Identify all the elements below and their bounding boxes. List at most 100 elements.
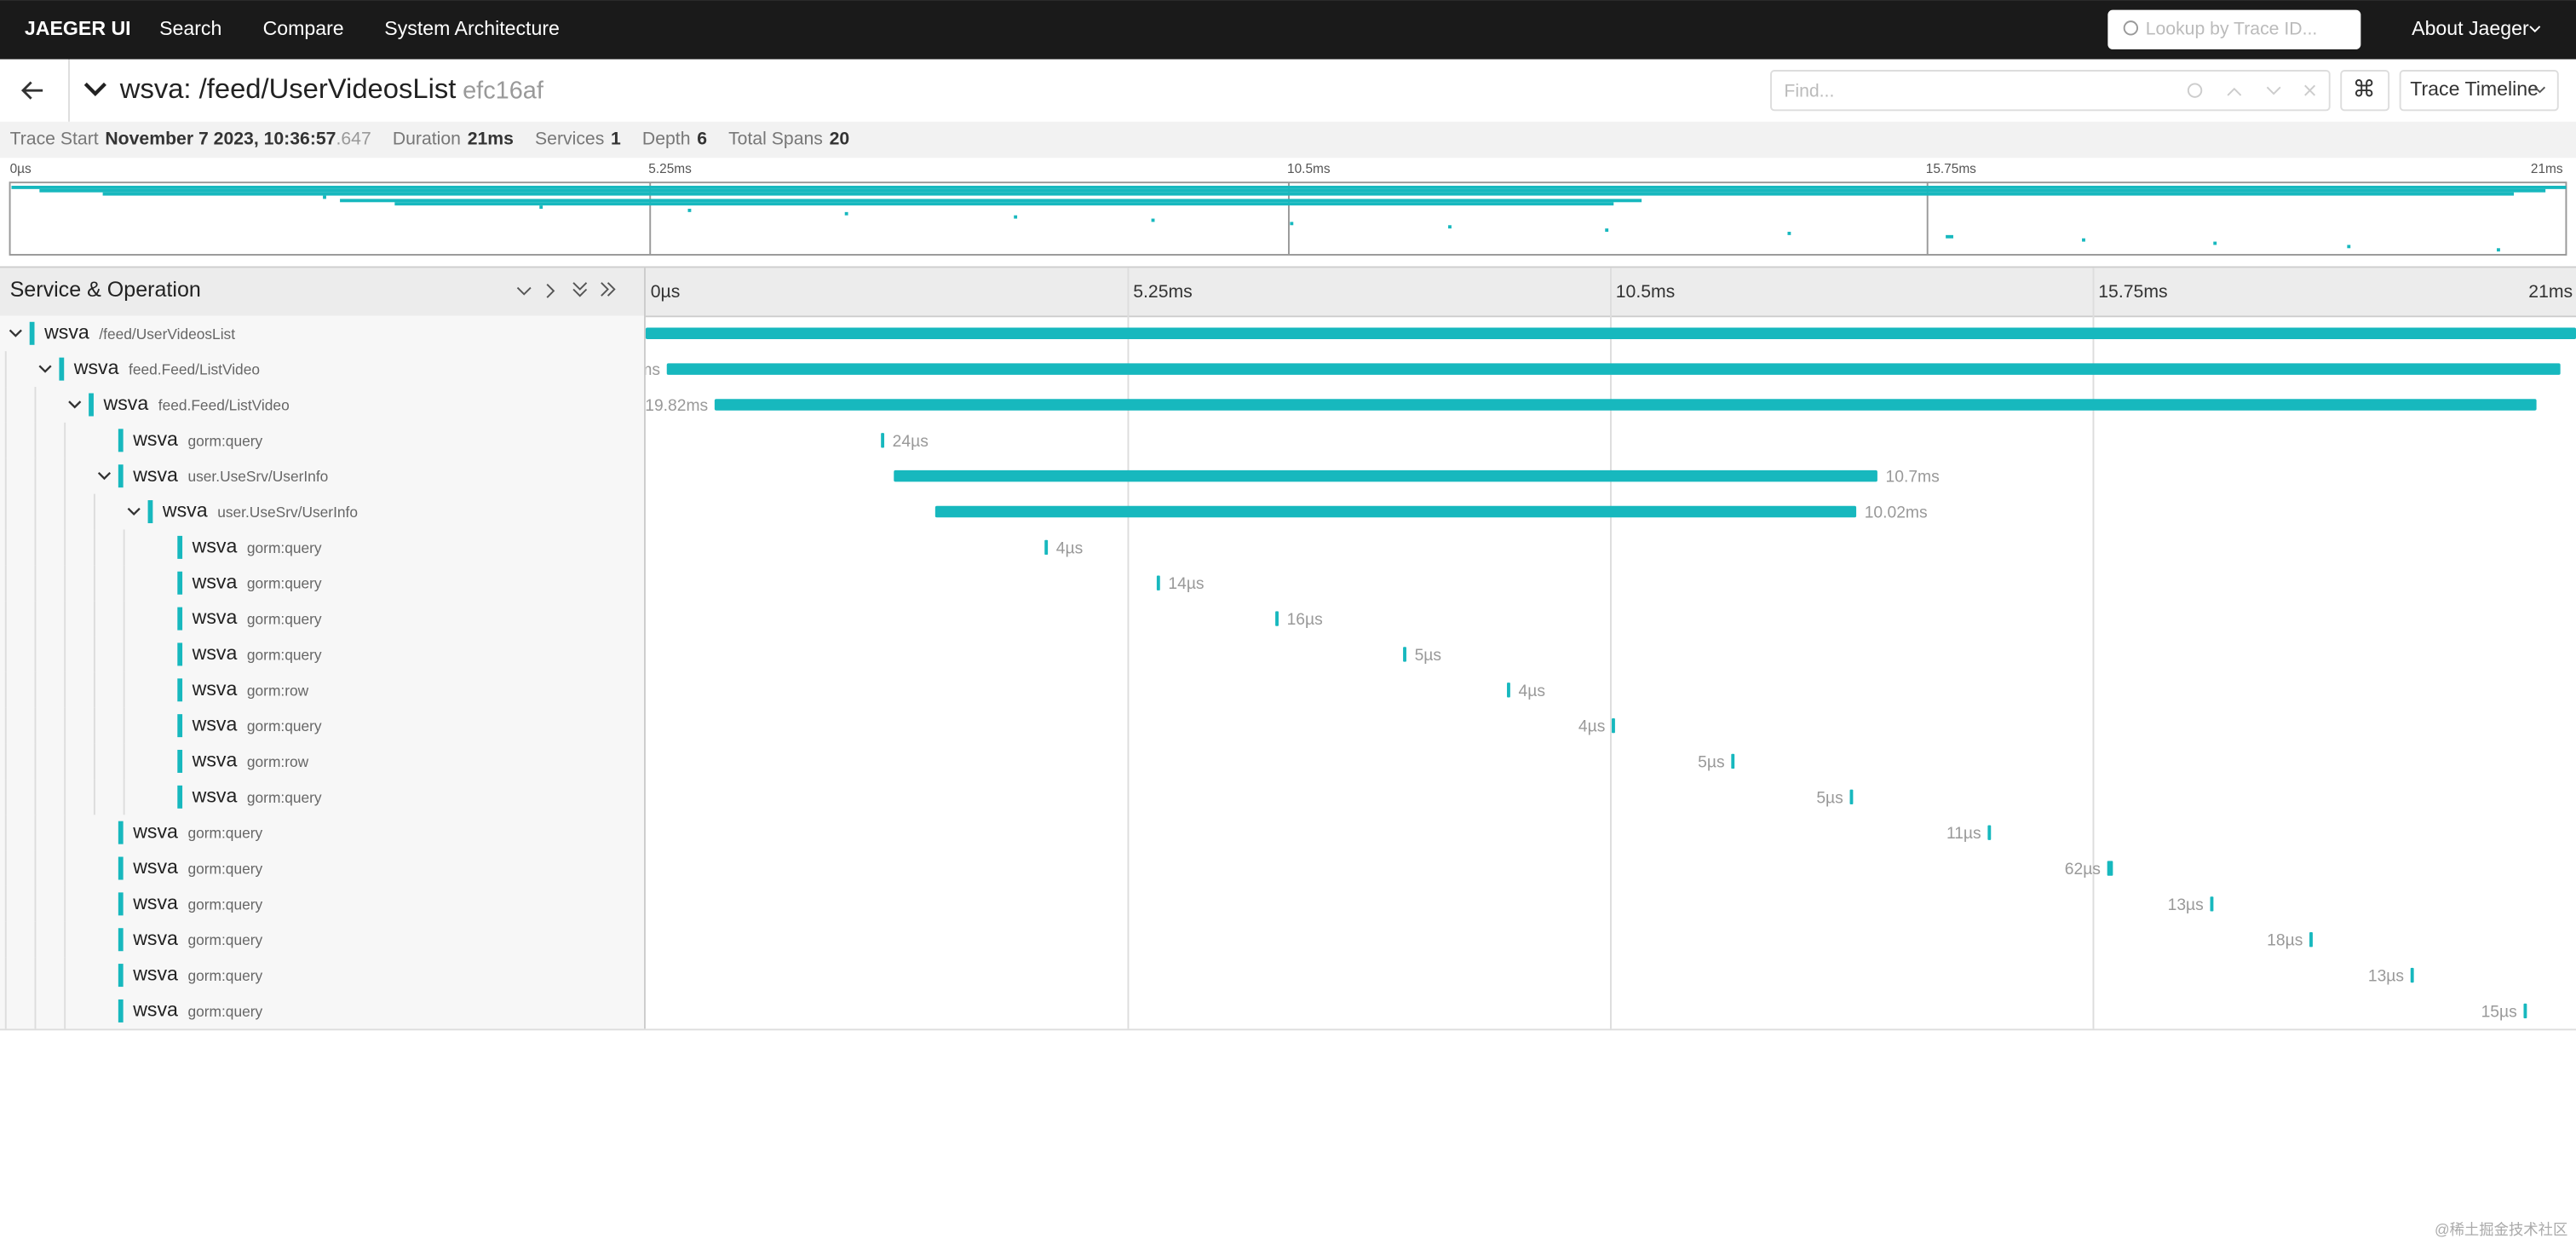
span-operation[interactable]: feed.Feed/ListVideo [129,361,260,378]
find-placeholder: Find... [1784,82,1834,101]
span-service[interactable]: wsva [192,677,238,700]
span-bar[interactable] [1044,539,1049,556]
span-operation[interactable]: gorm:query [247,575,322,592]
timeline-tick-label: 15.75ms [2098,282,2167,302]
span-bar[interactable] [666,363,2561,375]
nav-link[interactable]: Compare [263,17,344,39]
minimap-span [2082,238,2085,242]
span-operation[interactable]: gorm:row [247,682,309,699]
minimap-span [1787,232,1791,235]
about-menu[interactable]: About Jaeger [2412,17,2529,39]
span-bar[interactable] [1156,575,1160,590]
collapse-toggle[interactable] [83,82,106,97]
span-service[interactable]: wsva [132,891,178,913]
span-service[interactable]: wsva [132,999,178,1021]
span-bar[interactable] [1403,647,1406,662]
span-operation[interactable]: gorm:query [247,539,322,556]
service-color [177,749,183,773]
span-service[interactable]: wsva [132,428,178,450]
span-toggle[interactable] [38,365,52,373]
span-service[interactable]: wsva [132,963,178,985]
span-operation[interactable]: gorm:query [247,789,322,806]
span-service[interactable]: wsva [132,464,178,486]
span-duration-label: 10.7ms [1886,469,1940,487]
span-service[interactable]: wsva [192,784,238,806]
span-duration-label: 5µs [1816,789,1843,807]
minimap-span [2213,241,2217,245]
span-service[interactable]: wsva [162,499,208,521]
timeline-tick-label: 10.5ms [1616,282,1676,302]
span-operation[interactable]: user.UseSrv/UserInfo [217,504,358,521]
span-bar[interactable] [714,399,2537,411]
span-duration-label: 5µs [1415,647,1441,665]
view-select[interactable] [2399,70,2559,112]
span-bar[interactable] [1275,611,1279,626]
span-bar[interactable] [1849,789,1854,805]
span-operation[interactable]: /feed/UserVideosList [99,325,235,343]
locate-icon[interactable] [2187,83,2203,98]
span-operation[interactable]: gorm:query [187,861,262,878]
span-service[interactable]: wsva [73,356,119,378]
span-toggle[interactable] [68,400,82,409]
minimap-span [394,202,1614,206]
span-operation[interactable]: gorm:query [247,611,322,628]
minimap-span [539,205,543,209]
span-service[interactable]: wsva [132,820,178,842]
span-bar[interactable] [1731,753,1735,769]
minimap-span [687,209,692,212]
span-operation[interactable]: gorm:query [187,432,262,449]
minimap-content: 0µs 5.25ms 10.5ms 15.75ms 21ms [10,162,2567,255]
span-service[interactable]: wsva [192,749,238,771]
span-operation[interactable]: gorm:query [247,717,322,734]
span-toggle[interactable] [127,507,141,516]
back-button[interactable] [20,81,43,100]
brand[interactable]: JAEGER UI [25,17,131,39]
span-bar[interactable] [881,433,885,448]
span-service[interactable]: wsva [103,392,149,414]
span-duration-label: 19.82ms [645,397,708,415]
span-service[interactable]: wsva [192,534,238,556]
span-bar[interactable] [934,505,1857,518]
find-input[interactable] [1770,70,2331,112]
span-toggle[interactable] [97,472,112,481]
span-service[interactable]: wsva [192,606,238,628]
span-service[interactable]: wsva [192,642,238,664]
view-label: Trace Timeline [2410,78,2539,100]
find-controls[interactable] [2227,84,2316,96]
span-operation[interactable]: feed.Feed/ListVideo [158,396,290,413]
service-color [29,321,35,345]
span-operation[interactable]: gorm:row [247,753,309,770]
nav-link[interactable]: System Architecture [384,17,560,39]
span-bar[interactable] [2309,932,2313,948]
span-bar[interactable] [2410,967,2414,983]
span-bar[interactable] [1507,683,1510,698]
service-color [118,964,124,988]
span-bar[interactable] [645,327,2576,340]
span-operation[interactable]: gorm:query [187,1003,262,1020]
trace-lookup-input[interactable] [2107,9,2361,49]
shortcuts-button[interactable] [2340,70,2390,112]
expand-controls[interactable] [516,282,616,298]
minimap-tick-label: 5.25ms [648,162,692,176]
span-bar[interactable] [1612,717,1615,734]
nav-link[interactable]: Search [159,17,221,39]
span-service[interactable]: wsva [132,855,178,878]
span-bar[interactable] [1987,825,1992,840]
span-operation[interactable]: gorm:query [187,825,262,842]
span-bar[interactable] [894,469,1877,482]
span-bar[interactable] [2210,896,2214,912]
span-toggle[interactable] [9,329,22,337]
span-service[interactable]: wsva [43,320,89,343]
trace-id: efc16af [463,78,544,105]
span-operation[interactable]: user.UseSrv/UserInfo [187,468,328,485]
span-service[interactable]: wsva [132,927,178,949]
lookup-placeholder: Lookup by Trace ID... [2146,19,2318,38]
span-service[interactable]: wsva [192,713,238,735]
span-bar[interactable] [2523,1003,2527,1019]
span-operation[interactable]: gorm:query [247,646,322,663]
span-operation[interactable]: gorm:query [187,931,262,948]
span-operation[interactable]: gorm:query [187,967,262,984]
span-operation[interactable]: gorm:query [187,896,262,913]
span-bar[interactable] [2107,861,2113,876]
span-service[interactable]: wsva [192,570,238,592]
